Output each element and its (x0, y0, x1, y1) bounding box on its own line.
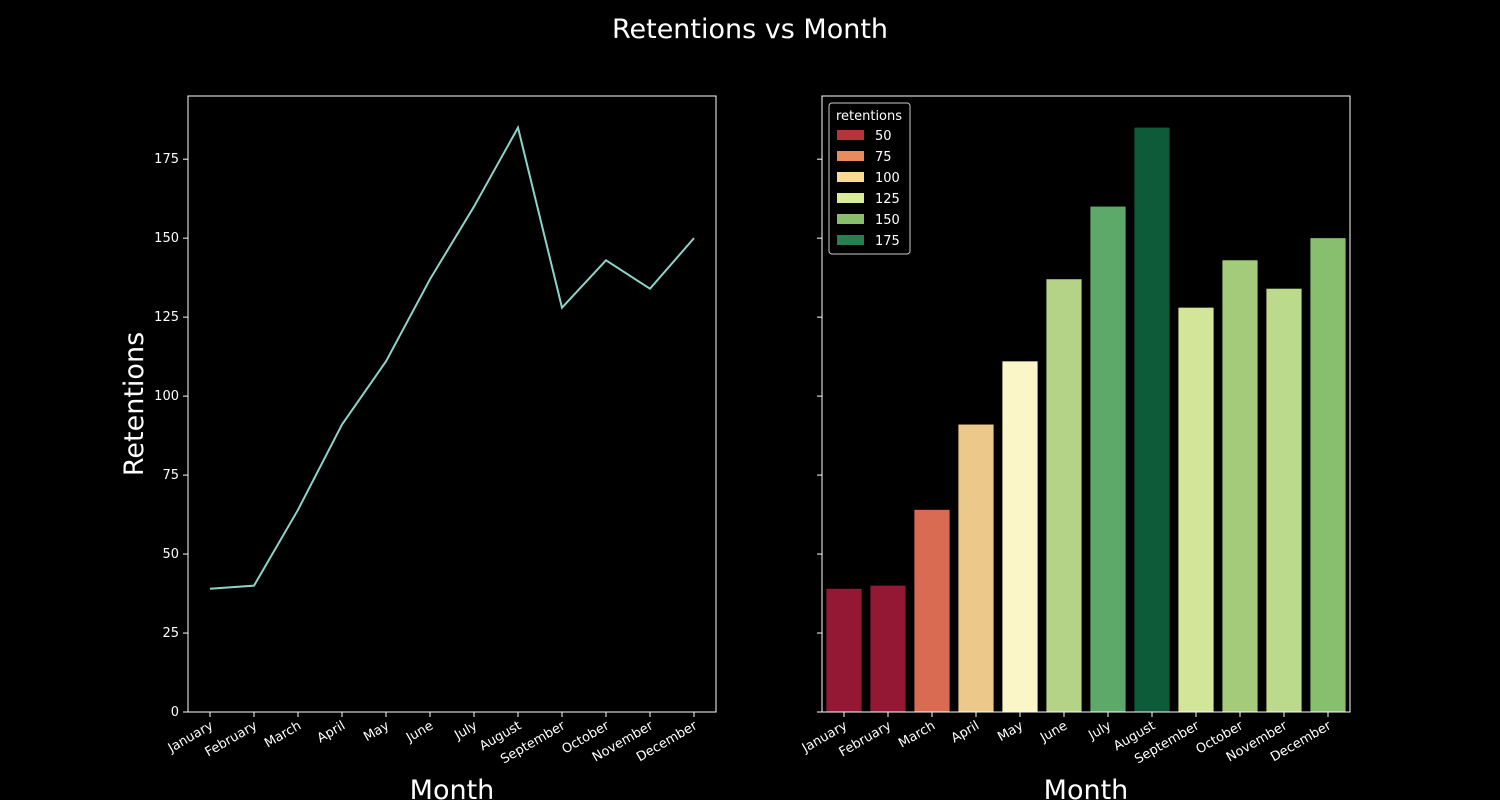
figure-title: Retentions vs Month (612, 14, 888, 45)
bar-february (870, 585, 906, 712)
bar-march (914, 509, 950, 712)
bar-november (1266, 288, 1302, 712)
y-tick-label: 75 (162, 468, 179, 483)
bar-december (1310, 238, 1346, 712)
bar-june (1046, 279, 1082, 712)
legend: retentions 50 75 100 125 150 175 (828, 102, 911, 255)
bar-october (1222, 260, 1258, 712)
y-tick-label: 50 (162, 547, 179, 562)
legend-swatch (837, 172, 864, 182)
y-tick-label: 100 (154, 389, 179, 404)
y-tick-label: 25 (162, 626, 179, 641)
bar-september (1178, 307, 1214, 712)
legend-label: 125 (875, 192, 900, 207)
plot-frame (821, 95, 1351, 713)
y-axis-label: Retentions (119, 332, 150, 476)
legend-label: 50 (875, 129, 892, 144)
legend-label: 150 (875, 213, 900, 228)
plot-frame (187, 95, 717, 713)
bar-january (826, 588, 862, 712)
legend-swatch (837, 130, 864, 140)
y-tick-label: 0 (171, 705, 179, 720)
x-axis-label: Month (410, 775, 495, 800)
series-line (209, 124, 695, 590)
legend-label: 175 (875, 234, 900, 249)
legend-label: 100 (875, 171, 900, 186)
legend-swatch (837, 151, 864, 161)
y-tick-label: 175 (154, 152, 179, 167)
legend-title: retentions (836, 109, 902, 124)
legend-swatch (837, 235, 864, 245)
bar-may (1002, 361, 1038, 712)
y-tick-label: 150 (154, 231, 179, 246)
bar-july (1090, 206, 1126, 713)
legend-swatch (837, 193, 864, 203)
y-tick-label: 125 (154, 310, 179, 325)
bar-april (958, 424, 994, 712)
x-axis-label: Month (1044, 775, 1129, 800)
legend-swatch (837, 214, 864, 224)
bar-august (1134, 127, 1170, 713)
legend-label: 75 (875, 150, 892, 165)
